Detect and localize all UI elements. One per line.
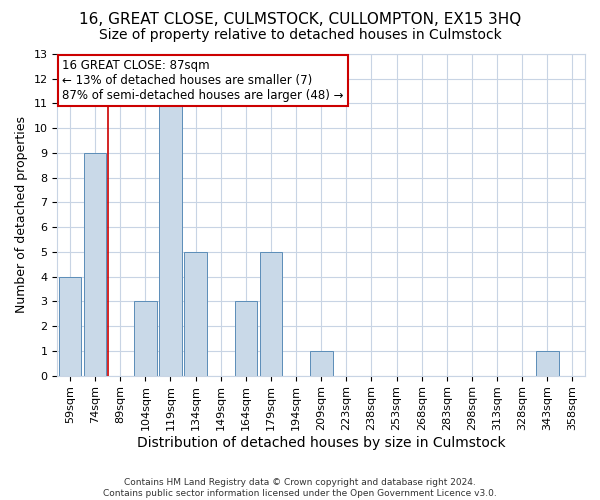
Text: Size of property relative to detached houses in Culmstock: Size of property relative to detached ho… (98, 28, 502, 42)
Bar (184, 252, 207, 376)
Bar (159, 104, 182, 376)
Bar (235, 302, 257, 376)
Bar (134, 302, 157, 376)
Bar (536, 351, 559, 376)
Bar (84, 153, 106, 376)
Text: Contains HM Land Registry data © Crown copyright and database right 2024.
Contai: Contains HM Land Registry data © Crown c… (103, 478, 497, 498)
Y-axis label: Number of detached properties: Number of detached properties (15, 116, 28, 314)
Bar (260, 252, 282, 376)
Bar (310, 351, 332, 376)
Text: 16, GREAT CLOSE, CULMSTOCK, CULLOMPTON, EX15 3HQ: 16, GREAT CLOSE, CULMSTOCK, CULLOMPTON, … (79, 12, 521, 28)
X-axis label: Distribution of detached houses by size in Culmstock: Distribution of detached houses by size … (137, 436, 506, 450)
Bar (59, 276, 81, 376)
Text: 16 GREAT CLOSE: 87sqm
← 13% of detached houses are smaller (7)
87% of semi-detac: 16 GREAT CLOSE: 87sqm ← 13% of detached … (62, 59, 344, 102)
